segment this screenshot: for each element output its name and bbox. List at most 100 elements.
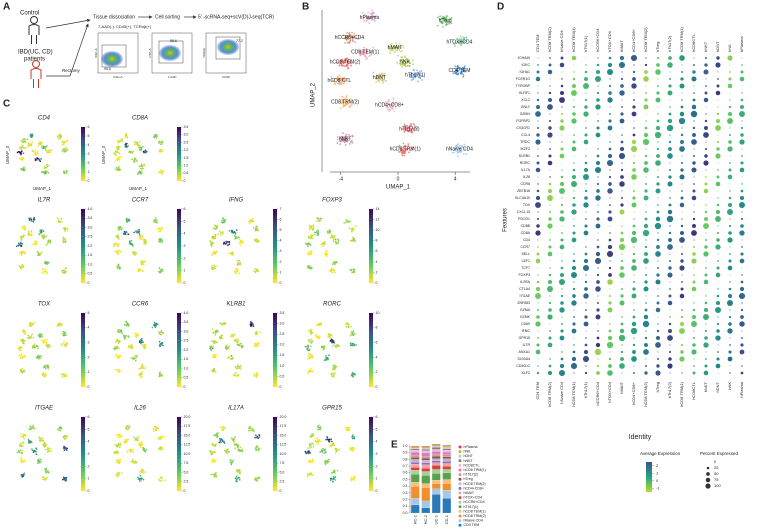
cell-dot — [230, 463, 233, 466]
expression-dot — [620, 77, 624, 81]
cell-dot — [365, 58, 368, 60]
cell-dot — [311, 237, 314, 240]
cell-dot — [312, 226, 315, 229]
colorbar-tick-label: 2.5 — [88, 235, 93, 239]
cell-dot — [340, 107, 342, 110]
cell-dot — [20, 354, 22, 357]
feature-label: CX3CR1 — [516, 126, 530, 130]
cell-dot — [317, 428, 319, 431]
expression-dot — [609, 106, 611, 108]
cell-dot — [328, 231, 331, 234]
cell-dot — [139, 374, 141, 377]
cell-dot — [62, 144, 65, 146]
cell-dot — [40, 461, 42, 463]
expression-dot — [571, 55, 577, 61]
cell-dot — [20, 146, 22, 149]
cell-dot — [113, 347, 115, 350]
expression-dot — [620, 84, 624, 88]
cell-dot — [31, 133, 34, 136]
cell-dot — [213, 224, 216, 227]
expression-dot — [571, 118, 577, 124]
colorbar-tick-label: 3.5 — [88, 216, 93, 220]
gate-blob — [101, 51, 123, 67]
expression-dot — [583, 139, 589, 145]
feature-label: KLRB1 — [519, 154, 530, 158]
cell-dot — [387, 99, 390, 102]
cell-dot — [28, 233, 31, 236]
cell-dot — [256, 229, 259, 231]
step-label: Tissue dissociation — [93, 14, 135, 20]
cell-dot — [46, 343, 48, 346]
cell-dot — [338, 98, 341, 101]
cell-dot — [254, 271, 257, 274]
cell-dot — [378, 75, 381, 78]
cell-dot — [117, 141, 120, 144]
cell-dot — [133, 332, 136, 335]
expression-dot — [571, 90, 577, 96]
expression-dot — [548, 154, 552, 158]
cell-dot — [117, 459, 119, 462]
cell-dot — [309, 461, 312, 464]
cell-dot — [318, 424, 320, 427]
cell-dot — [235, 479, 238, 481]
cell-dot — [210, 349, 213, 352]
cell-dot — [349, 334, 352, 337]
expression-dot — [609, 141, 611, 143]
cell-dot — [140, 173, 143, 175]
column-label: hCD8 TEM(1) — [571, 381, 576, 406]
panel-letter: B — [302, 2, 309, 13]
cell-dot — [241, 450, 244, 453]
cell-dot — [344, 426, 347, 429]
cell-dot — [312, 432, 314, 435]
cell-dot — [47, 365, 50, 367]
colorbar-tick-label: 4.0 — [88, 207, 93, 211]
cell-dot — [238, 259, 240, 262]
colorbar-tick-label: 6 — [280, 217, 282, 221]
expression-dot — [680, 77, 684, 81]
cell-dot — [307, 460, 309, 463]
cell-dot — [390, 103, 393, 106]
cell-dot — [158, 448, 160, 450]
cell-dot — [391, 49, 394, 52]
cell-dot — [238, 477, 241, 479]
cell-dot — [252, 325, 255, 327]
expression-dot — [739, 76, 745, 82]
expression-dot — [669, 106, 671, 108]
cell-dot — [353, 332, 356, 335]
colorbar-tick-label: 0 — [280, 281, 282, 285]
expression-dot — [655, 125, 661, 131]
cell-dot — [230, 461, 232, 464]
cell-dot — [214, 342, 216, 344]
cell-dot — [59, 429, 62, 432]
cell-dot — [328, 460, 331, 463]
cell-dot — [42, 271, 44, 273]
cell-dot — [417, 80, 419, 83]
cell-dot — [349, 62, 352, 65]
cell-dot — [401, 66, 403, 68]
expression-dot — [549, 85, 551, 87]
expression-dot — [705, 141, 707, 143]
cell-dot — [31, 141, 34, 144]
column-label: hCD8 TEM(2) — [643, 27, 648, 52]
expression-dot — [597, 141, 599, 143]
expression-dot — [717, 134, 719, 136]
cell-dot — [227, 347, 229, 350]
cell-dot — [331, 442, 334, 445]
cell-dot — [256, 269, 259, 272]
cell-dot — [211, 461, 214, 464]
cell-dot — [39, 232, 41, 235]
cell-dot — [456, 155, 459, 158]
expression-dot — [607, 125, 613, 131]
cell-dot — [27, 231, 30, 233]
cell-dot — [365, 48, 368, 51]
expression-dot — [583, 111, 589, 117]
column-label: hNK — [727, 382, 732, 390]
column-label: hTh17(1) — [583, 381, 588, 398]
cell-dot — [127, 428, 129, 430]
cell-dot — [406, 58, 409, 61]
cell-dot — [213, 458, 216, 461]
cell-dot — [32, 346, 35, 348]
cell-dot — [116, 368, 119, 371]
cell-dot — [36, 150, 39, 153]
